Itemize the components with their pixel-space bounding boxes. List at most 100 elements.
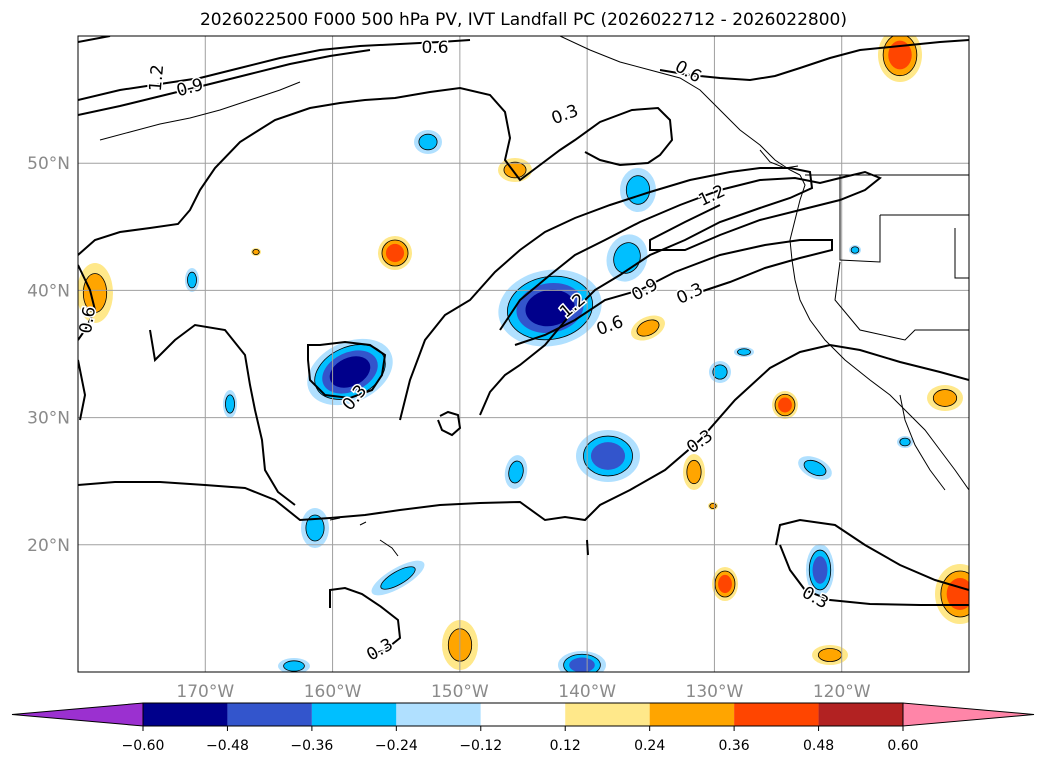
map-title: 2026022500 F000 500 hPa PV, IVT Landfall…: [199, 10, 847, 30]
lon-label: 170°W: [176, 682, 234, 702]
lat-label: 40°N: [27, 281, 70, 301]
colorbar-label: 0.12: [550, 738, 581, 754]
pv-fill-red: [888, 40, 912, 70]
lon-label: 120°W: [813, 682, 871, 702]
contour-0.9-north: [78, 49, 371, 116]
colorbar-label: −0.36: [290, 738, 333, 754]
contour-1.2: [514, 239, 833, 346]
latitude-labels: 20°N 30°N 40°N 50°N: [27, 154, 70, 556]
state-borders: [834, 175, 969, 341]
colorbar-frame: [142, 702, 904, 727]
colorbar-segment: [818, 703, 903, 726]
pv-fill-red: [718, 574, 732, 594]
colorbar-label: −0.12: [459, 738, 502, 754]
pv-fill-cyan: [283, 660, 305, 672]
contour-label: 0.9: [174, 75, 205, 101]
lat-label: 50°N: [27, 154, 70, 174]
colorbar-label: 0.48: [803, 738, 834, 754]
colorbar-segment: [396, 703, 481, 726]
contour-0.3-southwest: [78, 343, 969, 522]
colorbar-segment: [649, 703, 735, 726]
pv-fill-mblue: [569, 657, 595, 672]
graticule: [78, 36, 969, 672]
contour-0.3-southeast: [775, 518, 969, 606]
pv-fill-orange: [686, 459, 702, 485]
pv-fill-cyan: [305, 514, 325, 542]
pv-fill-cyan: [225, 394, 235, 414]
contour-label: 0.6: [671, 57, 704, 88]
colorbar-label: 0.24: [634, 738, 665, 754]
colorbar-segment: [565, 703, 650, 726]
pv-fill-dkblue: [329, 356, 371, 388]
lon-label: 150°W: [431, 682, 489, 702]
aleutian-islands: [99, 81, 301, 141]
lat-label: 30°N: [27, 409, 70, 429]
map-frame: [77, 35, 970, 673]
pv-fill-red: [778, 397, 792, 413]
map-area: 0.30.30.30.30.30.30.60.60.60.60.90.91.21…: [76, 36, 969, 672]
contour-0.3-hawaii: [329, 586, 402, 657]
contour-label: 1.2: [146, 64, 168, 93]
contour-0.3-lows: [307, 340, 387, 400]
pv-fill-cyan: [625, 175, 651, 205]
lat-label: 20°N: [27, 536, 70, 556]
pv-fill-orange: [636, 319, 660, 337]
pv-fill-cyan: [850, 246, 860, 254]
pv-fill-cyan: [508, 460, 524, 484]
us-west-coast: [791, 259, 969, 491]
contour-label: 1.2: [696, 181, 729, 211]
contour-label: 0.6: [421, 38, 448, 58]
contour-thin-spine: [586, 539, 589, 556]
pv-fill-cyan: [737, 348, 751, 356]
contour-0.3-west: [78, 359, 87, 421]
pv-fill-orange: [709, 502, 717, 509]
contour-0.9: [499, 170, 882, 331]
contour-0.6-north: [78, 39, 471, 101]
bc-coast: [789, 174, 806, 261]
contour-label: 0.3: [674, 279, 707, 309]
contour-1.2-north: [78, 36, 111, 43]
contour-0.3-outer: [78, 86, 674, 256]
lon-label: 140°W: [558, 682, 616, 702]
baja-peninsula: [899, 394, 946, 491]
pv-fill-orange: [932, 389, 958, 407]
colorbar-label: −0.24: [375, 738, 418, 754]
colorbar-extend-low: [11, 702, 144, 727]
pv-fill-cyan: [380, 566, 416, 590]
pv-fill-dkblue: [525, 289, 575, 327]
contour-0.6-west: [78, 264, 97, 341]
coast-bc-islands: [759, 149, 799, 169]
pv-fill-cyan: [187, 271, 197, 289]
colorbar-label: 0.36: [719, 738, 750, 754]
contour-label: 0.3: [683, 426, 717, 458]
colorbar-segment: [143, 703, 228, 726]
contour-0.3-mid: [149, 323, 296, 506]
lon-label: 160°W: [304, 682, 362, 702]
pv-fill-cyan: [712, 364, 728, 380]
pv-fill-cyan: [899, 437, 911, 447]
pv-fill-red: [385, 243, 405, 263]
contour-label: 0.6: [76, 305, 100, 335]
longitude-labels: 170°W 160°W 150°W 140°W 130°W 120°W: [176, 682, 870, 702]
colorbar: −0.60 −0.48 −0.36 −0.24 −0.12 0.12 0.24 0.36 0.4…: [11, 702, 1035, 754]
pv-fill-cyan: [418, 133, 438, 151]
contour-0.6-inner: [399, 167, 814, 421]
contour-0.6-alaska: [659, 39, 969, 82]
pv-fill-mblue: [590, 442, 626, 470]
colorbar-segment: [734, 703, 819, 726]
pv-fill-orange: [817, 648, 843, 662]
hawaii-islands: [329, 517, 399, 557]
contour-label: 0.3: [363, 635, 396, 666]
lon-label: 130°W: [686, 682, 744, 702]
pv-fill-orange: [252, 248, 260, 255]
colorbar-segment: [480, 703, 566, 726]
colorbar-label: −0.48: [206, 738, 249, 754]
pv-fill-mblue: [812, 556, 828, 584]
pv-anomaly-fills: [78, 36, 969, 672]
pv-fill-cyan: [803, 459, 827, 477]
colorbar-segment: [311, 703, 397, 726]
pv-fill-orange: [82, 273, 108, 313]
pv-contours: [78, 36, 969, 657]
colorbar-label: −0.60: [122, 738, 165, 754]
